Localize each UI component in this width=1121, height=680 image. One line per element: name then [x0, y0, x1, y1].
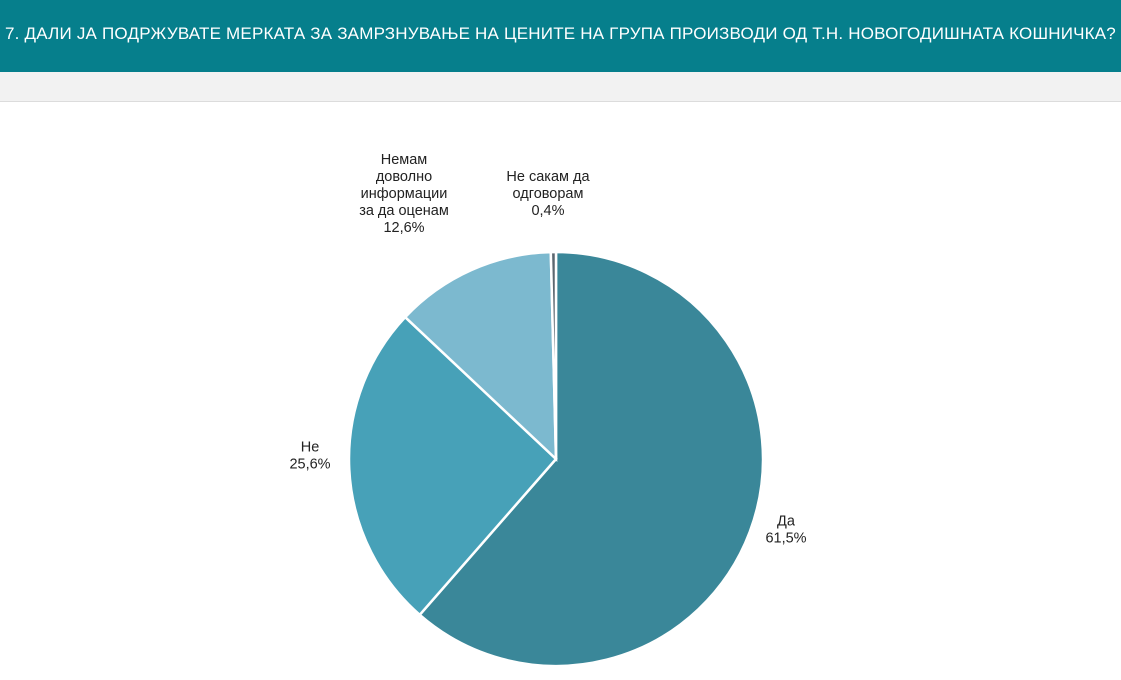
data-label-2: Не 25,6%: [289, 440, 330, 473]
toolbar-strip: [0, 72, 1121, 102]
data-label-3: Немам доволно информации за да оценам 12,6%: [359, 152, 449, 236]
data-label-value: 12,6%: [383, 220, 424, 236]
data-label-value: 25,6%: [289, 457, 330, 473]
data-label-text: информации: [361, 186, 448, 202]
pie-slice-3: [403, 250, 558, 462]
data-label-text: за да оценам: [359, 203, 449, 219]
data-label-text: Немам: [381, 152, 428, 168]
data-label-value: 61,5%: [765, 531, 806, 547]
data-label-text: Не: [301, 440, 320, 456]
data-label-value: 0,4%: [531, 203, 564, 219]
data-label-text: одговорам: [513, 186, 584, 202]
data-label-text: Да: [777, 514, 796, 530]
pie-chart-svg: Да 61,5% Не 25,6% Немам доволно информации за д…: [289, 152, 807, 668]
data-label-1: Да 61,5%: [765, 514, 806, 547]
page-title: 7. ДАЛИ ЈА ПОДРЖУВАТЕ МЕРКАТА ЗА ЗАМРЗНУ…: [5, 23, 1116, 43]
pie-slice-1: [417, 250, 765, 668]
pie-slice-2: [347, 315, 558, 617]
data-label-4: Не сакам да одговорам 0,4%: [506, 169, 590, 219]
data-label-text: Не сакам да: [506, 169, 590, 185]
data-label-text: доволно: [376, 169, 432, 185]
pie-slice-4: [549, 250, 558, 460]
header-bar: 7. ДАЛИ ЈА ПОДРЖУВАТЕ МЕРКАТА ЗА ЗАМРЗНУ…: [0, 0, 1121, 72]
pie-chart: Да 61,5% Не 25,6% Немам доволно информации за д…: [0, 102, 1121, 680]
